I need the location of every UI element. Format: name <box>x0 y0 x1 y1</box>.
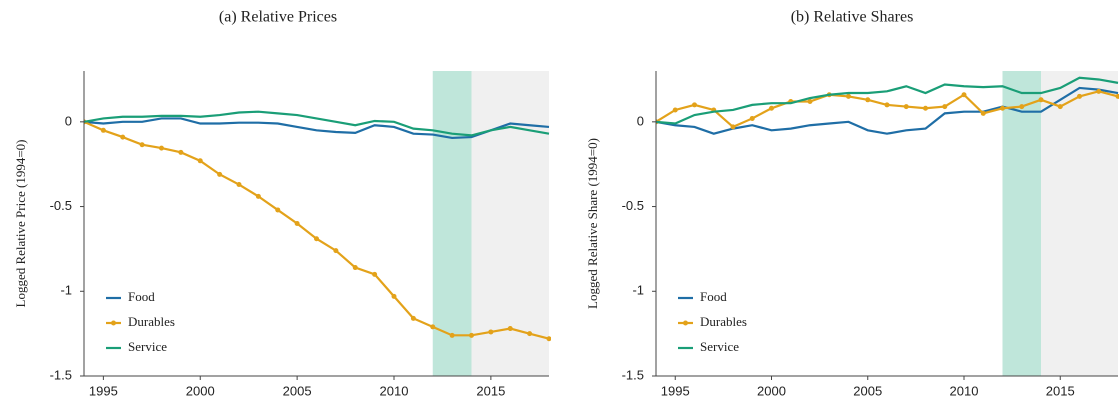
x-tick-label: 2015 <box>1046 383 1075 398</box>
y-tick-label: -1.5 <box>622 367 644 382</box>
series-marker <box>488 329 494 335</box>
x-tick-label: 2010 <box>380 383 409 398</box>
series-line <box>84 110 550 137</box>
chart-title: (a) Relative Prices <box>219 9 337 26</box>
legend-label: Durables <box>128 314 175 329</box>
series-marker <box>352 265 358 271</box>
series-marker <box>197 158 203 164</box>
series-marker <box>865 97 871 103</box>
series-marker <box>1077 93 1082 99</box>
series-marker <box>903 104 909 110</box>
series-line <box>656 76 1119 125</box>
plot-area <box>84 71 551 376</box>
series-marker <box>730 124 736 130</box>
highlight-band <box>1002 71 1041 376</box>
series-marker <box>1057 104 1063 110</box>
series-marker <box>1096 88 1102 94</box>
x-tick-label: 2000 <box>186 383 215 398</box>
series-marker <box>294 221 300 226</box>
series-marker <box>139 142 145 148</box>
chart-title: (b) Relative Shares <box>791 9 914 26</box>
series-line <box>84 117 550 140</box>
legend-marker <box>111 320 116 326</box>
series-marker <box>769 105 774 111</box>
highlight-band <box>1041 71 1118 376</box>
x-tick-label: 2000 <box>757 383 786 398</box>
legend-label: Food <box>700 289 727 304</box>
series-marker <box>449 332 455 338</box>
x-tick-label: 2005 <box>283 383 312 398</box>
series-marker <box>333 248 339 254</box>
series-marker <box>942 104 948 110</box>
series-marker <box>980 110 986 116</box>
legend-label: Service <box>700 339 739 354</box>
plot-area <box>656 71 1119 376</box>
y-tick-label: 0 <box>637 113 644 128</box>
series-marker <box>275 207 281 213</box>
x-tick-label: 2015 <box>476 383 505 398</box>
series-marker <box>507 326 513 332</box>
series-marker <box>923 105 928 111</box>
legend-label: Durables <box>700 314 747 329</box>
series-marker <box>410 315 416 321</box>
series-marker <box>430 324 436 330</box>
series-marker <box>546 336 551 342</box>
legend-label: Food <box>128 289 155 304</box>
series-marker <box>178 149 184 155</box>
series-marker <box>391 293 397 299</box>
series-marker <box>372 271 378 277</box>
series-marker <box>1019 104 1025 110</box>
series-marker <box>120 134 126 140</box>
x-tick-label: 2005 <box>853 383 882 398</box>
y-tick-label: -0.5 <box>50 198 72 213</box>
y-tick-label: -1.5 <box>50 367 72 382</box>
series-marker <box>159 145 164 151</box>
highlight-band <box>432 71 472 376</box>
y-tick-label: -0.5 <box>622 198 644 213</box>
y-tick-label: -1 <box>632 283 644 298</box>
series-marker <box>255 193 261 199</box>
series-marker <box>236 182 242 188</box>
series-marker <box>846 93 851 99</box>
y-tick-label: -1 <box>60 283 72 298</box>
y-axis-label: Logged Relative Price (1994=0) <box>13 140 28 308</box>
series-marker <box>314 236 319 242</box>
x-tick-label: 1995 <box>661 383 690 398</box>
x-tick-label: 2010 <box>950 383 979 398</box>
series-marker <box>1038 97 1044 103</box>
x-tick-label: 1995 <box>89 383 118 398</box>
series-marker <box>961 92 967 98</box>
legend-marker <box>683 320 688 326</box>
series-marker <box>749 115 755 121</box>
series-marker <box>217 171 223 177</box>
series-marker <box>1000 105 1005 111</box>
y-tick-label: 0 <box>65 113 72 128</box>
series-marker <box>807 99 813 104</box>
series-marker <box>527 331 533 337</box>
series-marker <box>692 102 697 108</box>
series-marker <box>469 332 474 338</box>
series-marker <box>672 107 678 113</box>
series-marker <box>100 127 106 133</box>
series-marker <box>1115 93 1119 99</box>
highlight-band <box>471 71 549 376</box>
series-marker <box>884 102 890 108</box>
legend-label: Service <box>128 339 167 354</box>
y-axis-label: Logged Relative Share (1994=0) <box>585 138 600 309</box>
